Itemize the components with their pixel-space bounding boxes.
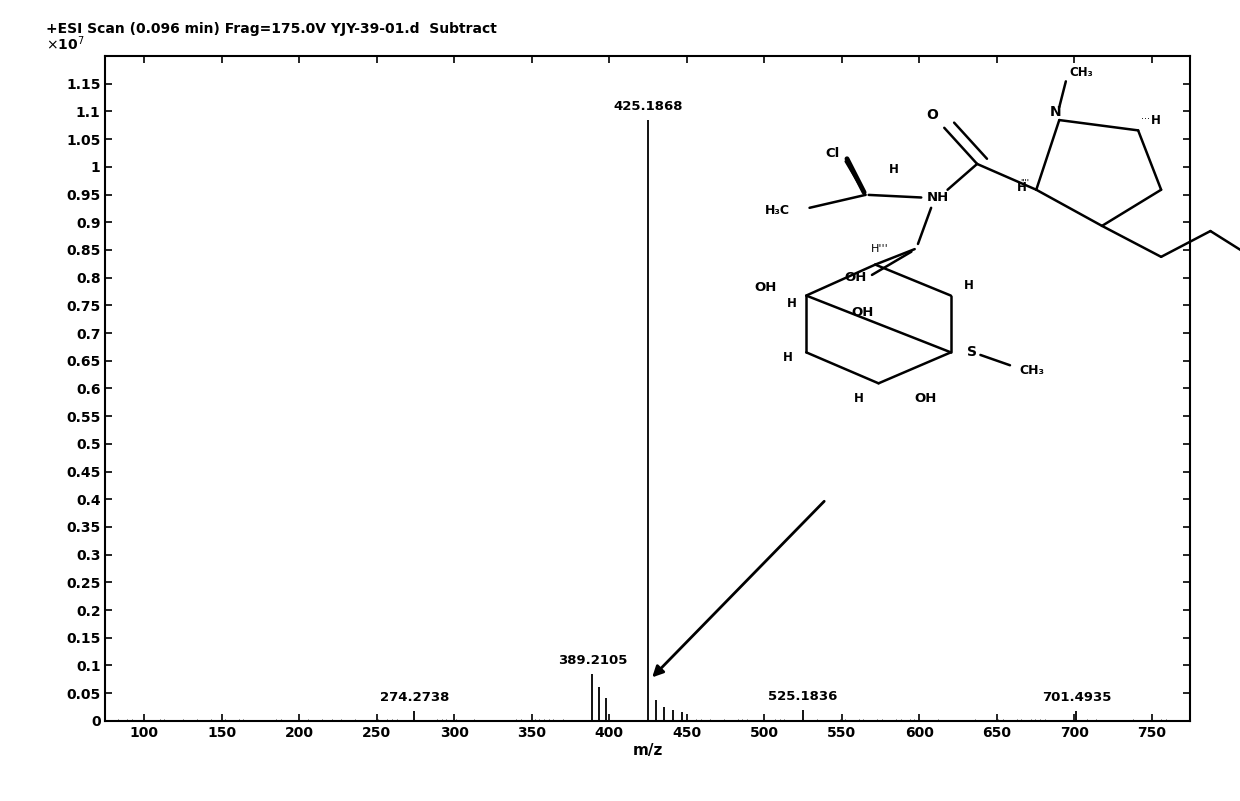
Text: H: H [1017,181,1027,194]
Text: H: H [784,351,794,364]
Text: 701.4935: 701.4935 [1042,690,1111,704]
Text: 425.1868: 425.1868 [614,99,683,113]
Text: S: S [967,345,977,360]
Text: NH: NH [926,191,949,204]
Text: CH₃: CH₃ [1019,364,1045,377]
Text: '''': '''' [1021,179,1029,188]
Text: 525.1836: 525.1836 [769,690,838,702]
Text: H''': H''' [870,244,888,254]
Text: ...: ... [1142,111,1151,121]
Text: CH₃: CH₃ [1069,66,1092,79]
Text: OH: OH [915,392,937,405]
Text: H: H [888,163,898,175]
X-axis label: m/z: m/z [632,743,663,758]
Text: H: H [963,279,973,292]
Text: 274.2738: 274.2738 [379,690,449,704]
Text: H₃C: H₃C [765,204,790,217]
Text: H: H [1151,114,1161,127]
Text: $\times$10$^7$: $\times$10$^7$ [46,34,84,53]
Text: O: O [926,108,939,122]
Text: 389.2105: 389.2105 [558,654,627,666]
Text: N: N [1050,105,1061,119]
Text: +ESI Scan (0.096 min) Frag=175.0V YJY-39-01.d  Subtract: +ESI Scan (0.096 min) Frag=175.0V YJY-39… [46,22,496,36]
Text: H: H [854,392,864,405]
Text: H: H [786,297,796,310]
Text: Cl: Cl [826,147,839,160]
Text: OH: OH [754,281,776,294]
Text: OH: OH [844,271,867,284]
Text: OH: OH [851,306,873,319]
